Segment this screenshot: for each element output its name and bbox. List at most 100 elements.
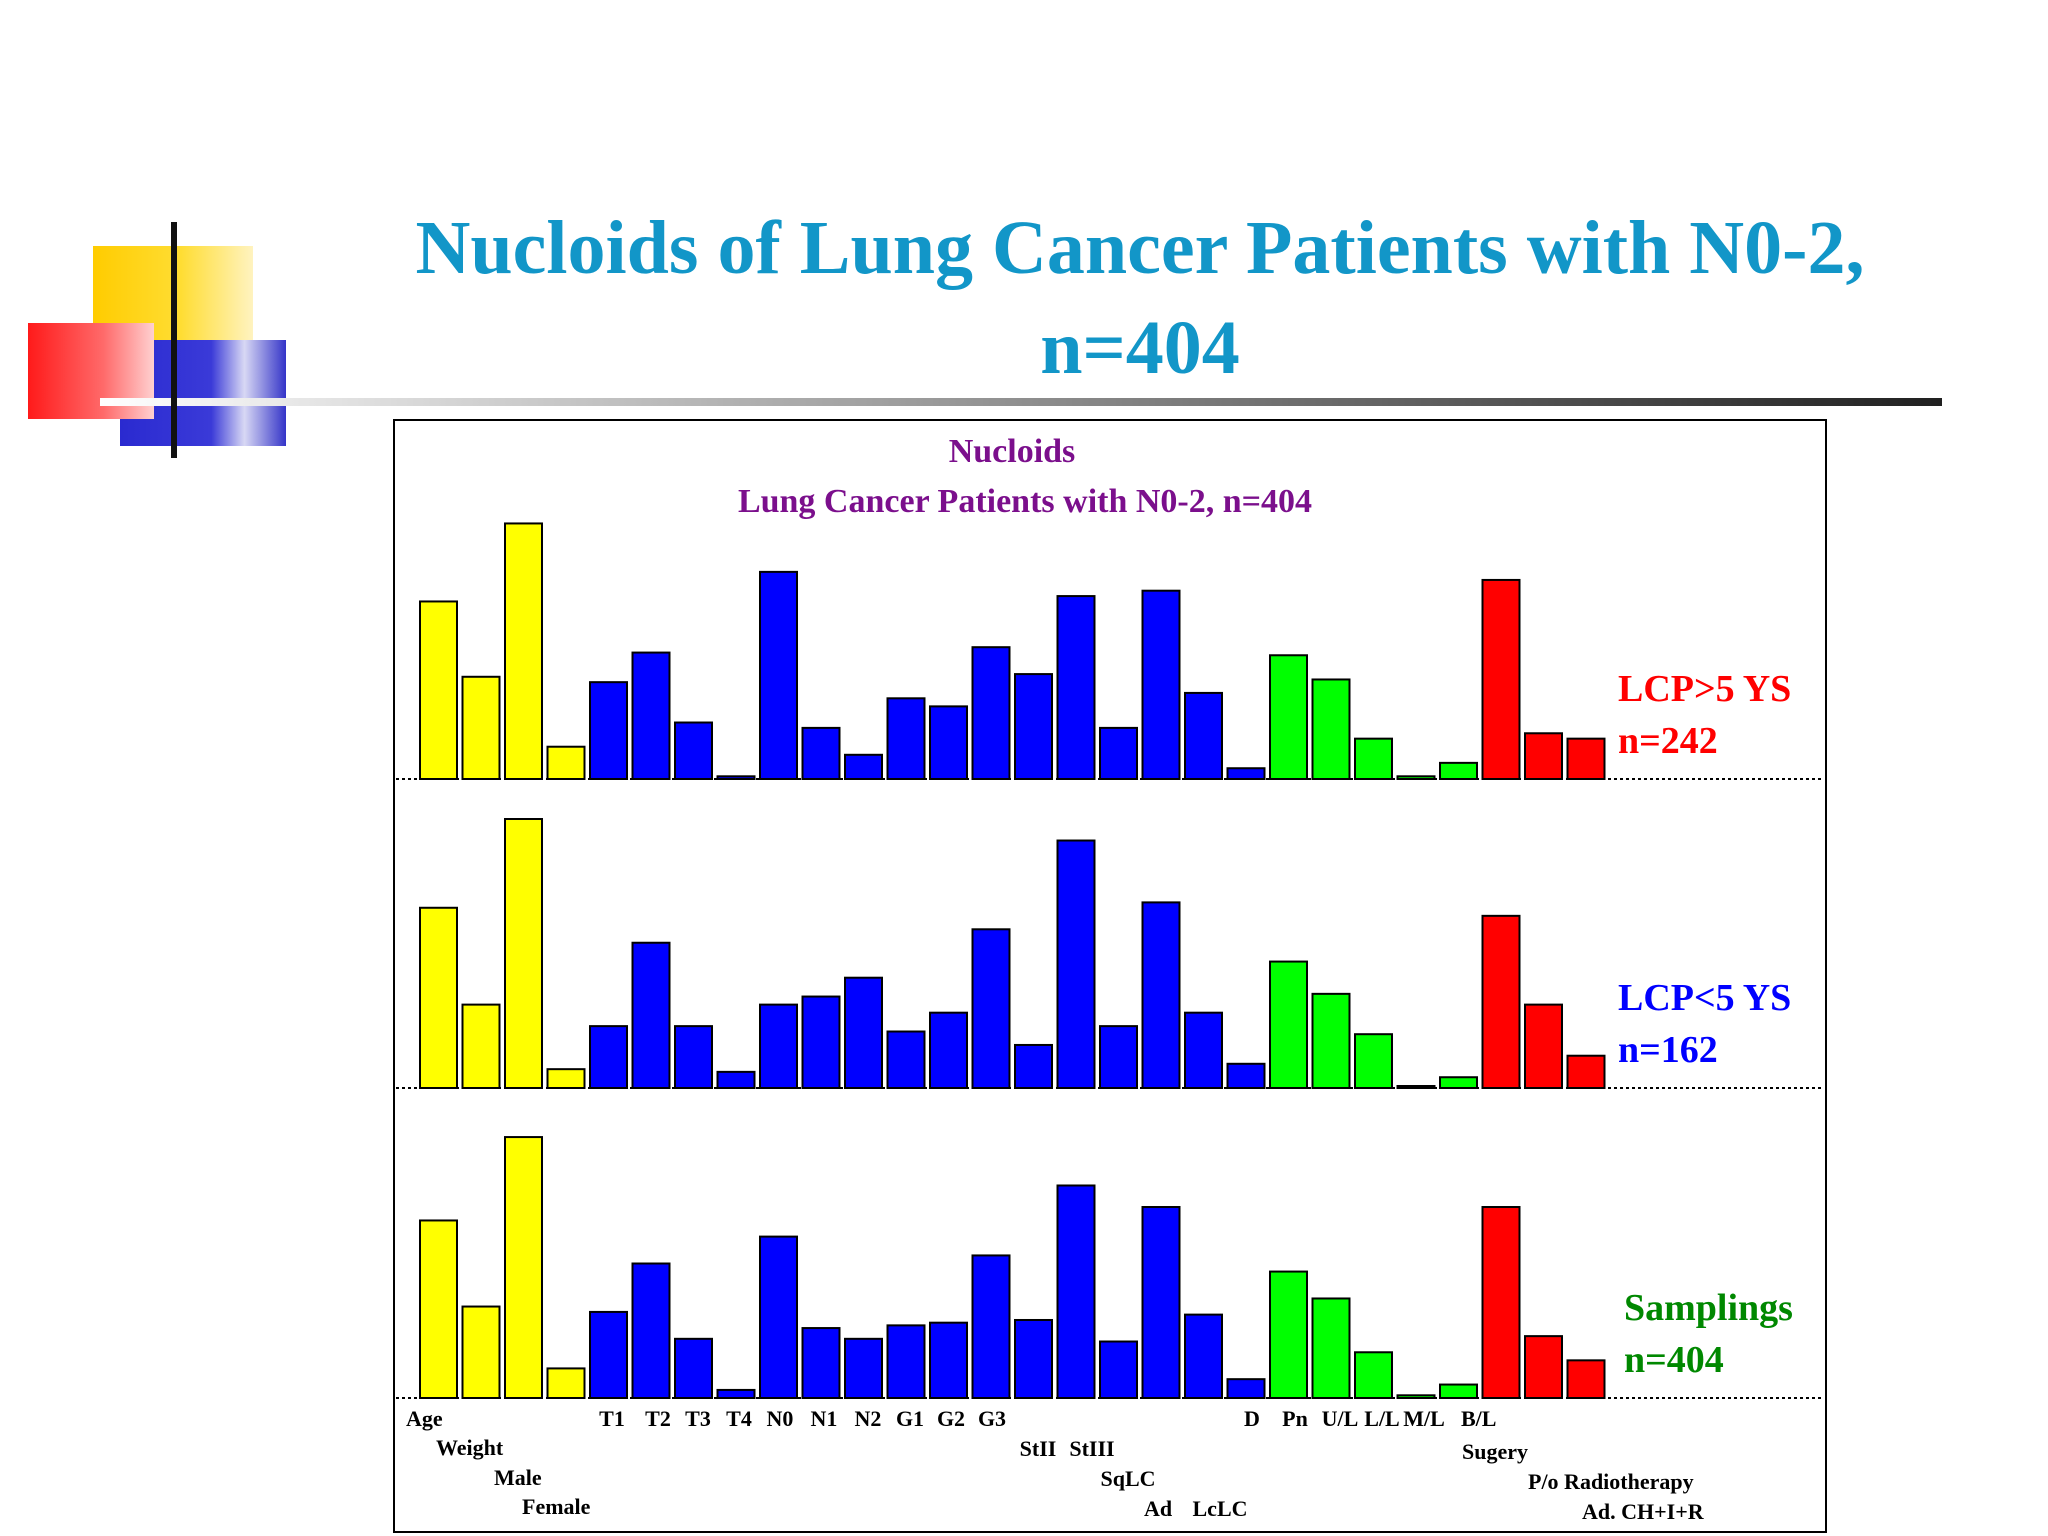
- bar-g1: [886, 1030, 926, 1090]
- bar-age: [419, 906, 458, 1090]
- x-label: B/L: [1461, 1406, 1496, 1431]
- panel-1: LCP<5 YS n=162: [396, 818, 1824, 1090]
- bar-sugery: [1481, 914, 1521, 1090]
- bar-t2: [631, 1262, 671, 1399]
- bar-sugery: [1481, 578, 1521, 780]
- bar-stiii: [1056, 839, 1096, 1090]
- x-label: M/L: [1403, 1406, 1445, 1431]
- bar-g3: [971, 646, 1011, 780]
- bar-female: [546, 1068, 586, 1090]
- bar-male: [504, 522, 543, 781]
- bar-p-o-radiotherapy: [1524, 1003, 1563, 1089]
- bar-n1: [801, 726, 841, 781]
- slide-title: Nucloids of Lung Cancer Patients with N0…: [300, 198, 1980, 398]
- bar-b-l: [1439, 1076, 1478, 1089]
- bar-p-o-radiotherapy: [1524, 732, 1563, 781]
- bar-lclc: [1184, 691, 1223, 780]
- bar-stii: [1014, 1318, 1053, 1399]
- x-label: G3: [978, 1406, 1006, 1431]
- x-label: T3: [685, 1406, 711, 1431]
- bar-b-l: [1439, 1383, 1478, 1400]
- x-label: Ad. CH+I+R: [1582, 1499, 1705, 1524]
- bar-stii: [1014, 673, 1053, 781]
- x-label: T1: [599, 1406, 625, 1431]
- series-label-line1: Samplings: [1624, 1287, 1793, 1329]
- bar-female: [546, 745, 586, 780]
- bar-t4: [716, 1388, 756, 1400]
- x-label: N1: [811, 1406, 838, 1431]
- bar-ad-ch-i-r: [1566, 737, 1606, 781]
- bar-g3: [971, 1254, 1011, 1400]
- bar-t3: [674, 1337, 713, 1399]
- bar-age: [419, 1219, 458, 1399]
- bar-sqlc: [1099, 726, 1138, 781]
- bar-weight: [461, 675, 501, 781]
- x-label: StIII: [1069, 1436, 1114, 1461]
- bar-d: [1226, 767, 1266, 780]
- deco-rule: [100, 398, 1942, 406]
- bar-b-l: [1439, 761, 1478, 780]
- x-label: Female: [522, 1494, 591, 1519]
- slide-title-line2: n=404: [1040, 306, 1240, 390]
- bar-sugery: [1481, 1206, 1521, 1400]
- bar-l-l: [1354, 737, 1393, 781]
- bar-pn: [1269, 1270, 1308, 1399]
- bar-n0: [759, 570, 798, 780]
- bar-t1: [589, 681, 628, 780]
- bar-g1: [886, 1324, 926, 1399]
- x-label: Pn: [1282, 1406, 1308, 1431]
- bar-n0: [759, 1003, 798, 1089]
- x-axis-labels: Age Weight Male Female T1 T2 T3 T4 N0 N1 N2 G1 G2 G3 S…: [406, 1406, 1705, 1524]
- chart-subtitle: Lung Cancer Patients with N0-2, n=404: [738, 483, 1312, 520]
- bar-weight: [461, 1305, 501, 1400]
- bar-ad: [1141, 1206, 1181, 1400]
- bar-stii: [1014, 1043, 1053, 1089]
- slide-title-line1: Nucloids of Lung Cancer Patients with N0…: [415, 206, 1865, 290]
- bar-n0: [759, 1235, 798, 1399]
- bar-n2: [844, 753, 883, 780]
- x-label: D: [1244, 1406, 1260, 1431]
- series-label-line1: LCP<5 YS: [1618, 977, 1791, 1019]
- x-label: SqLC: [1100, 1466, 1155, 1491]
- bar-male: [504, 1136, 543, 1399]
- x-label: StII: [1020, 1436, 1057, 1461]
- x-label: Age: [406, 1406, 443, 1431]
- bar-d: [1226, 1378, 1266, 1400]
- x-label: U/L: [1322, 1406, 1359, 1431]
- bar-ad: [1141, 589, 1181, 781]
- bar-ad: [1141, 901, 1181, 1090]
- x-label: Weight: [436, 1435, 504, 1460]
- bar-u-l: [1311, 992, 1351, 1089]
- bar-u-l: [1311, 678, 1351, 780]
- bar-t3: [674, 1025, 713, 1090]
- x-label: N2: [855, 1406, 882, 1431]
- bar-sqlc: [1099, 1340, 1138, 1400]
- bar-stiii: [1056, 1184, 1096, 1399]
- x-label: Ad: [1144, 1496, 1172, 1521]
- x-label: G1: [896, 1406, 924, 1431]
- panel-0: LCP>5 YS n=242: [396, 522, 1824, 781]
- bar-ad-ch-i-r: [1566, 1054, 1606, 1089]
- bar-age: [419, 600, 458, 781]
- bar-n2: [844, 976, 883, 1090]
- bar-t4: [716, 1070, 756, 1089]
- bar-ad-ch-i-r: [1566, 1359, 1606, 1399]
- bar-l-l: [1354, 1033, 1393, 1089]
- bar-t2: [631, 941, 671, 1089]
- bar-m-l: [1396, 1394, 1436, 1400]
- bar-g2: [929, 705, 968, 780]
- x-label: T4: [726, 1406, 752, 1431]
- series-label-line2: n=162: [1618, 1029, 1718, 1071]
- x-label: T2: [645, 1406, 671, 1431]
- series-label-line2: n=242: [1618, 720, 1718, 762]
- bar-l-l: [1354, 1351, 1393, 1400]
- bar-g3: [971, 928, 1011, 1089]
- bar-t2: [631, 651, 671, 781]
- bar-u-l: [1311, 1297, 1351, 1399]
- bar-g2: [929, 1011, 968, 1089]
- x-label: G2: [937, 1406, 965, 1431]
- bar-pn: [1269, 654, 1308, 781]
- bar-pn: [1269, 960, 1308, 1090]
- x-label: L/L: [1364, 1406, 1399, 1431]
